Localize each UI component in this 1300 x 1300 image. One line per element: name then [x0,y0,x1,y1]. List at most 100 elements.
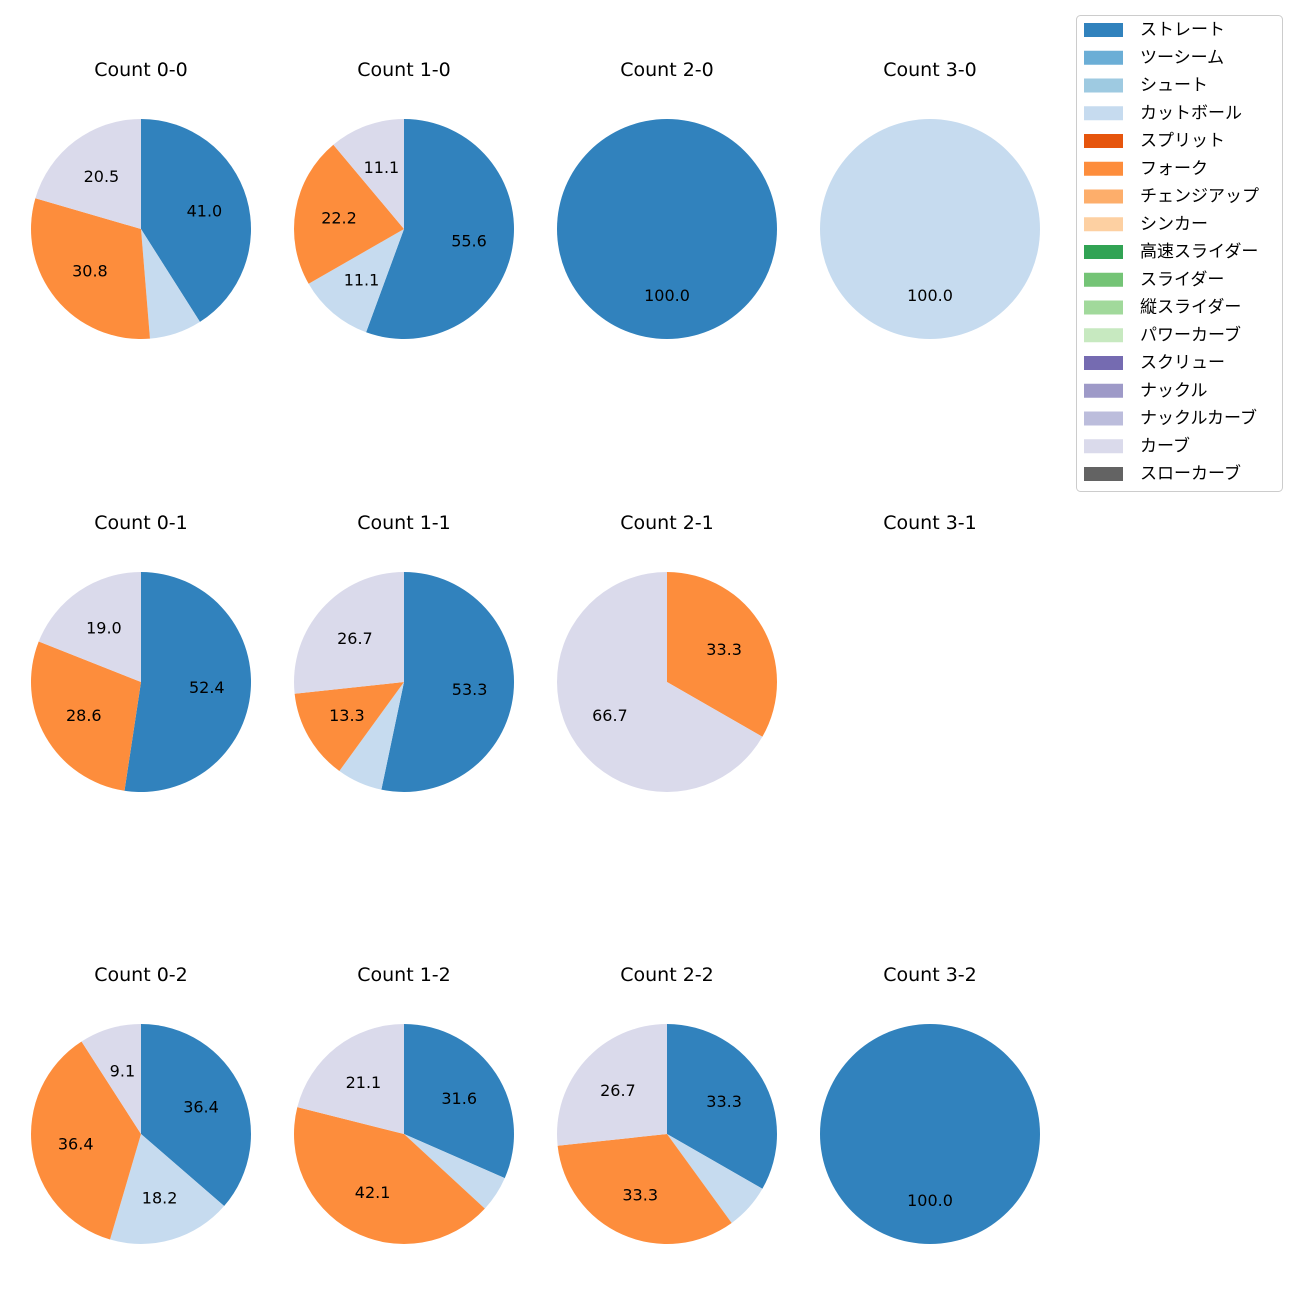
pie-count-2-1: Count 2-1 33.3 66.7 [557,512,778,792]
pie-slice [124,572,252,792]
pie-slice [366,119,515,339]
slice-label: 9.1 [110,1062,135,1081]
pie-slice [308,229,404,333]
chart-title: Count 2-1 [620,512,714,534]
pie-slice [297,1023,404,1134]
slice-label: 28.6 [66,706,102,725]
slice-label: 13.3 [329,706,365,725]
legend-swatch [1084,300,1123,315]
legend-label: ストレート [1140,20,1225,40]
legend-label: 縦スライダー [1140,298,1241,318]
pie-count-3-1: Count 3-1 [883,512,977,534]
legend-swatch [1084,106,1123,121]
legend-label: パワーカーブ [1140,324,1241,345]
pie-slice [293,1107,485,1245]
slice-label: 33.3 [706,640,742,659]
pie-slice [141,229,200,339]
legend-label: シンカー [1140,214,1208,234]
pie-slice [141,118,252,322]
legend-label: カーブ [1140,435,1190,456]
pie-slice [294,572,404,694]
pie-slice [141,1024,251,1207]
slice-label: 36.4 [58,1134,94,1153]
chart-title: Count 0-1 [94,512,188,534]
legend-label: ナックル [1140,381,1208,401]
slice-label: 55.6 [451,232,487,251]
slice-label: 11.1 [364,158,400,177]
legend-label: ツーシーム [1140,48,1224,68]
pie-count-0-1: Count 0-1 52.4 28.6 19.0 [30,512,252,792]
pie-slice [557,572,763,792]
pie-slice [404,1134,505,1209]
chart-title: Count 3-1 [883,512,977,534]
chart-title: Count 0-2 [94,964,188,986]
pie-count-1-0: Count 1-0 55.6 11.1 22.2 11.1 [293,59,515,339]
pie-slice [81,1024,141,1134]
pie-count-2-0: Count 2-0 100.0 [557,59,777,339]
legend-label: カットボール [1140,103,1242,123]
legend-swatch [1084,217,1123,232]
legend-label: チェンジアップ [1140,187,1259,207]
legend-swatch [1084,328,1123,343]
pie-slice [333,119,404,229]
legend-label: フォーク [1140,159,1208,179]
legend-swatch [1084,383,1123,398]
pie-slice [557,119,777,339]
pie-slice [30,641,142,791]
pie-slice [381,572,515,792]
slice-label: 18.2 [142,1188,178,1207]
slice-label: 52.4 [189,678,225,697]
legend-swatch [1084,50,1123,65]
legend-label: シュート [1140,76,1208,96]
pie-slice [110,1134,225,1244]
pie-slice [293,144,404,284]
slice-label: 26.7 [337,629,373,648]
pie-count-2-2: Count 2-2 33.3 33.3 26.7 [557,964,778,1244]
legend-label: スライダー [1140,270,1224,290]
slice-label: 26.7 [600,1081,636,1100]
slice-label: 11.1 [344,271,380,290]
legend-frame [1076,15,1283,492]
slice-label: 53.3 [452,680,488,699]
legend-swatch [1084,245,1123,259]
slice-label: 30.8 [72,262,108,281]
chart-title: Count 1-1 [357,512,451,534]
legend-swatch [1084,356,1123,370]
legend-swatch [1084,272,1123,287]
legend-swatch [1084,189,1123,204]
slice-label: 33.3 [706,1092,742,1111]
legend: ストレートツーシームシュートカットボールスプリットフォークチェンジアップシンカー… [1076,15,1283,492]
pie-slice [294,682,404,771]
chart-title: Count 0-0 [94,59,188,81]
legend-label: スプリット [1140,131,1225,151]
pie-slice [820,1024,1040,1244]
slice-label: 36.4 [183,1098,219,1117]
slice-label: 33.3 [622,1185,658,1204]
legend-label: ナックルカーブ [1140,408,1257,429]
pie-slice [339,682,404,790]
pie-slice [31,198,150,339]
chart-title: Count 2-2 [620,964,714,986]
legend-swatch [1084,411,1123,426]
pie-count-1-2: Count 1-2 31.6 42.1 21.1 [293,964,514,1245]
pie-slice [31,1041,141,1240]
pie-slice [557,1024,667,1146]
slice-label: 19.0 [86,618,122,637]
legend-label: スローカーブ [1140,463,1241,484]
pie-count-0-2: Count 0-2 36.4 18.2 36.4 9.1 [31,964,251,1244]
pie-count-0-0: Count 0-0 41.0 30.8 20.5 [31,59,252,339]
pie-count-1-1: Count 1-1 53.3 13.3 26.7 [294,512,515,792]
chart-title: Count 3-2 [883,964,977,986]
pie-count-3-0: Count 3-0 100.0 [820,59,1040,339]
legend-swatch [1084,134,1123,148]
slice-label: 41.0 [187,202,223,221]
legend-swatch [1084,78,1123,93]
slice-label: 42.1 [355,1183,391,1202]
slice-label: 22.2 [321,208,357,227]
slice-label: 100.0 [907,1191,953,1210]
slice-label: 31.6 [441,1089,477,1108]
chart-title: Count 2-0 [620,59,714,81]
pie-count-3-2: Count 3-2 100.0 [820,964,1040,1244]
chart-title: Count 3-0 [883,59,977,81]
